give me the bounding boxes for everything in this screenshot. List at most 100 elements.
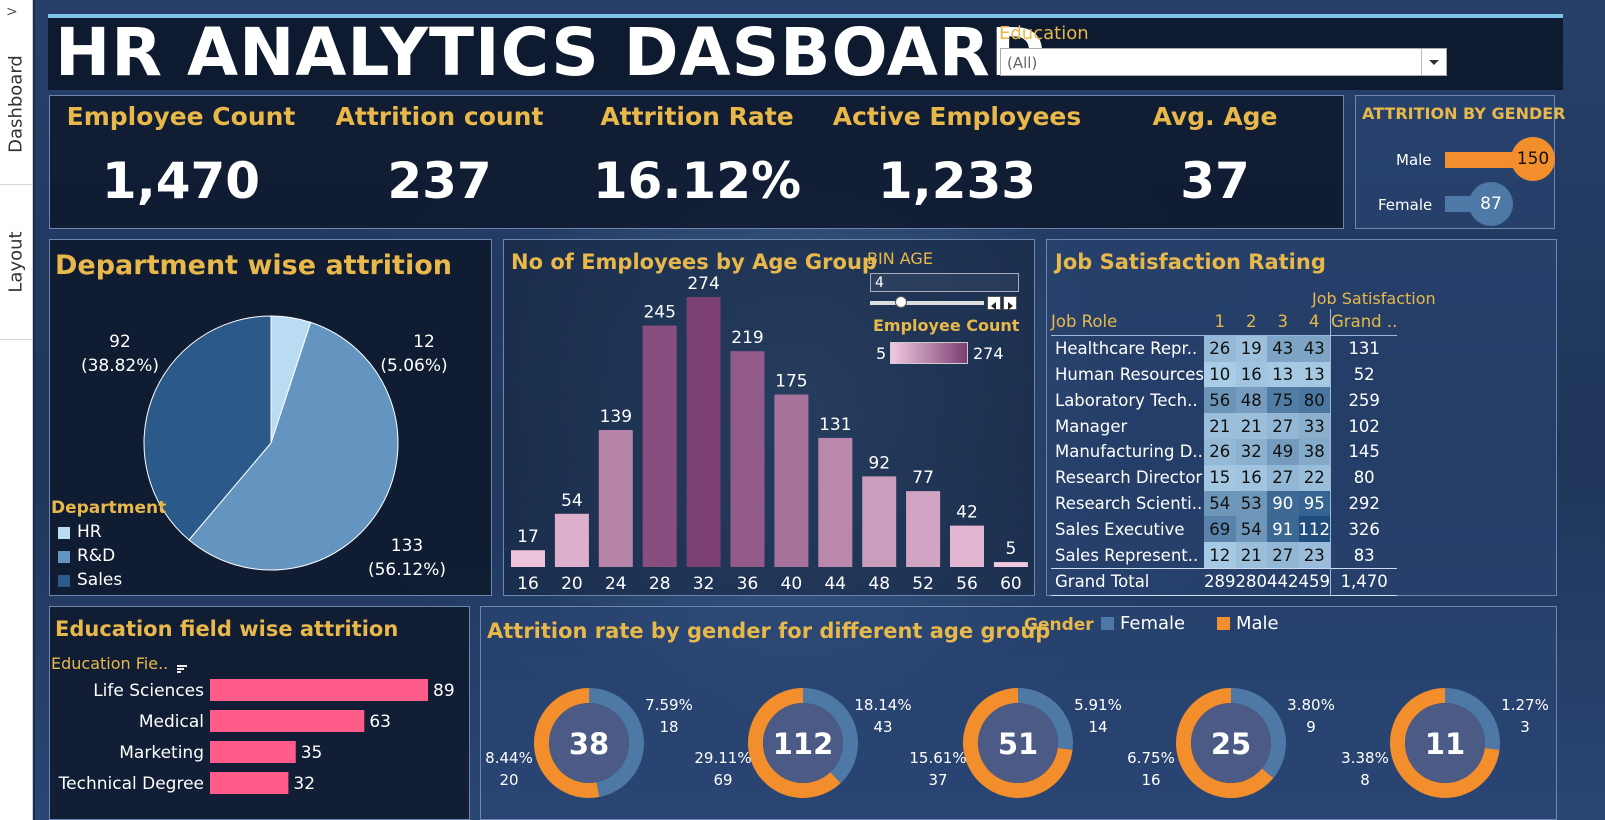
heatmap-cell[interactable]: 49 [1267, 438, 1299, 465]
table-row[interactable]: Sales Represent.. 12 21 27 23 83 [1051, 542, 1398, 569]
heatmap-cell[interactable]: 27 [1267, 542, 1299, 569]
table-row[interactable]: Sales Executive 69 54 91 112 326 [1051, 516, 1398, 543]
legend-swatch-female [1101, 617, 1114, 630]
heatmap-cell[interactable]: 21 [1204, 413, 1236, 439]
pie-label-hr-pct: (5.06%) [380, 356, 448, 376]
age-bar-48[interactable] [862, 476, 897, 567]
pie-slice-rd[interactable] [188, 321, 399, 571]
chevron-right-icon[interactable] [1003, 296, 1017, 310]
grand-total-row: Grand Total 289 280 442 459 1,470 [1051, 567, 1398, 596]
heatmap-cell[interactable]: 27 [1267, 413, 1299, 439]
heatmap-cell[interactable]: 112 [1298, 516, 1331, 543]
donut-female-arc[interactable] [1445, 688, 1500, 750]
heatmap-cell[interactable]: 21 [1235, 413, 1268, 439]
donut-female-arc[interactable] [803, 688, 858, 784]
heatmap-cell[interactable]: 32 [1235, 438, 1268, 465]
edu-bar-marketing[interactable] [210, 741, 296, 763]
donut-male-pct: 6.75% [1127, 749, 1175, 767]
edu-bar-life-sciences[interactable] [210, 679, 428, 701]
heatmap-cell[interactable]: 16 [1235, 464, 1268, 491]
donut-male-count: 37 [928, 771, 947, 789]
age-bar-40[interactable] [774, 394, 809, 567]
table-row[interactable]: Manufacturing D.. 26 32 49 38 145 [1051, 438, 1398, 465]
donut-hole [978, 703, 1058, 783]
donut-male-arc[interactable] [748, 688, 841, 798]
heatmap-cell[interactable]: 13 [1267, 361, 1299, 388]
legend-swatch-male [1217, 617, 1230, 630]
heatmap-cell[interactable]: 26 [1204, 438, 1236, 465]
heatmap-cell[interactable]: 80 [1298, 387, 1331, 414]
heatmap-cell[interactable]: 43 [1298, 335, 1331, 362]
bin-age-slider-track[interactable] [870, 301, 984, 305]
edu-bar-medical[interactable] [210, 710, 365, 732]
chevron-left-icon[interactable] [987, 296, 1001, 310]
chevron-down-icon[interactable] [1421, 49, 1446, 75]
donut-female-pct: 1.27% [1501, 696, 1549, 714]
heatmap-cell[interactable]: 33 [1298, 413, 1331, 439]
heatmap-cell[interactable]: 16 [1235, 361, 1268, 388]
tab-dashboard[interactable]: Dashboard [0, 24, 32, 185]
table-row[interactable]: Manager 21 21 27 33 102 [1051, 413, 1398, 439]
heatmap-cell[interactable]: 69 [1204, 516, 1236, 543]
edu-bar-technical-degree[interactable] [210, 772, 289, 794]
donut-female-arc[interactable] [1018, 688, 1073, 750]
heatmap-cell[interactable]: 21 [1235, 542, 1268, 569]
heatmap-cell[interactable]: 23 [1298, 542, 1331, 569]
heatmap-cell[interactable]: 15 [1204, 464, 1236, 491]
donut-center-value: 11 [1425, 727, 1465, 761]
donut-female-arc[interactable] [1231, 688, 1286, 779]
donut-female-arc[interactable] [589, 688, 644, 798]
heatmap-cell[interactable]: 13 [1298, 361, 1331, 388]
heatmap-cell[interactable]: 43 [1267, 335, 1299, 362]
sort-icon[interactable] [176, 660, 188, 679]
heatmap-cell[interactable]: 91 [1267, 516, 1299, 543]
donut-center-value: 112 [773, 727, 834, 761]
heatmap-cell[interactable]: 12 [1204, 542, 1236, 569]
table-row[interactable]: Laboratory Tech.. 56 48 75 80 259 [1051, 387, 1398, 414]
heatmap-cell[interactable]: 75 [1267, 387, 1299, 414]
table-row[interactable]: Research Scienti.. 54 53 90 95 292 [1051, 490, 1398, 517]
age-bar-16[interactable] [511, 550, 545, 567]
age-tick-36: 36 [737, 574, 759, 594]
table-row[interactable]: Research Director 15 16 27 22 80 [1051, 464, 1398, 491]
job-role-cell: Manager [1055, 416, 1128, 436]
age-bar-44[interactable] [818, 437, 853, 567]
age-bar-32[interactable] [686, 297, 721, 567]
donut-female-count: 3 [1520, 718, 1530, 736]
heatmap-cell[interactable]: 95 [1298, 490, 1331, 517]
heatmap-cell[interactable]: 53 [1235, 490, 1268, 517]
age-legend-title: Employee Count [873, 316, 1020, 335]
age-bar-60[interactable] [993, 562, 1028, 567]
heatmap-cell[interactable]: 19 [1235, 335, 1268, 362]
heatmap-cell[interactable]: 90 [1267, 490, 1299, 517]
donut-male-arc[interactable] [534, 688, 600, 798]
donut-hole [763, 703, 843, 783]
age-bar-28[interactable] [642, 325, 677, 567]
donut-female-pct: 18.14% [854, 696, 911, 714]
table-row[interactable]: Healthcare Repr.. 26 19 43 43 131 [1051, 335, 1398, 362]
heatmap-cell[interactable]: 26 [1204, 335, 1236, 362]
heatmap-cell[interactable]: 38 [1298, 438, 1331, 465]
heatmap-cell[interactable]: 10 [1204, 361, 1236, 388]
table-row[interactable]: Human Resources 10 16 13 13 52 [1051, 361, 1398, 388]
age-bar-36[interactable] [730, 351, 765, 567]
heatmap-cell[interactable]: 48 [1235, 387, 1268, 414]
heatmap-cell[interactable]: 27 [1267, 464, 1299, 491]
gender-female-circle [1469, 182, 1513, 226]
education-filter-dropdown[interactable]: (All) [1000, 48, 1447, 76]
age-bar-24[interactable] [598, 430, 633, 567]
age-bar-56[interactable] [950, 525, 984, 567]
age-bar-52[interactable] [906, 491, 941, 567]
expand-arrow-icon[interactable]: > [6, 4, 18, 20]
bin-age-input[interactable]: 4 [870, 273, 1019, 292]
pie-slice-sales[interactable] [143, 315, 272, 541]
heatmap-cell[interactable]: 54 [1235, 516, 1268, 543]
heatmap-cell[interactable]: 54 [1204, 490, 1236, 517]
heatmap-cell[interactable]: 22 [1298, 464, 1331, 491]
donut-male-arc[interactable] [1176, 688, 1274, 798]
age-bar-20[interactable] [554, 513, 589, 567]
job-col-header: Job Satisfaction [1312, 289, 1436, 308]
tab-layout[interactable]: Layout [0, 184, 32, 340]
bin-age-slider-thumb[interactable] [895, 296, 907, 308]
heatmap-cell[interactable]: 56 [1204, 387, 1236, 414]
